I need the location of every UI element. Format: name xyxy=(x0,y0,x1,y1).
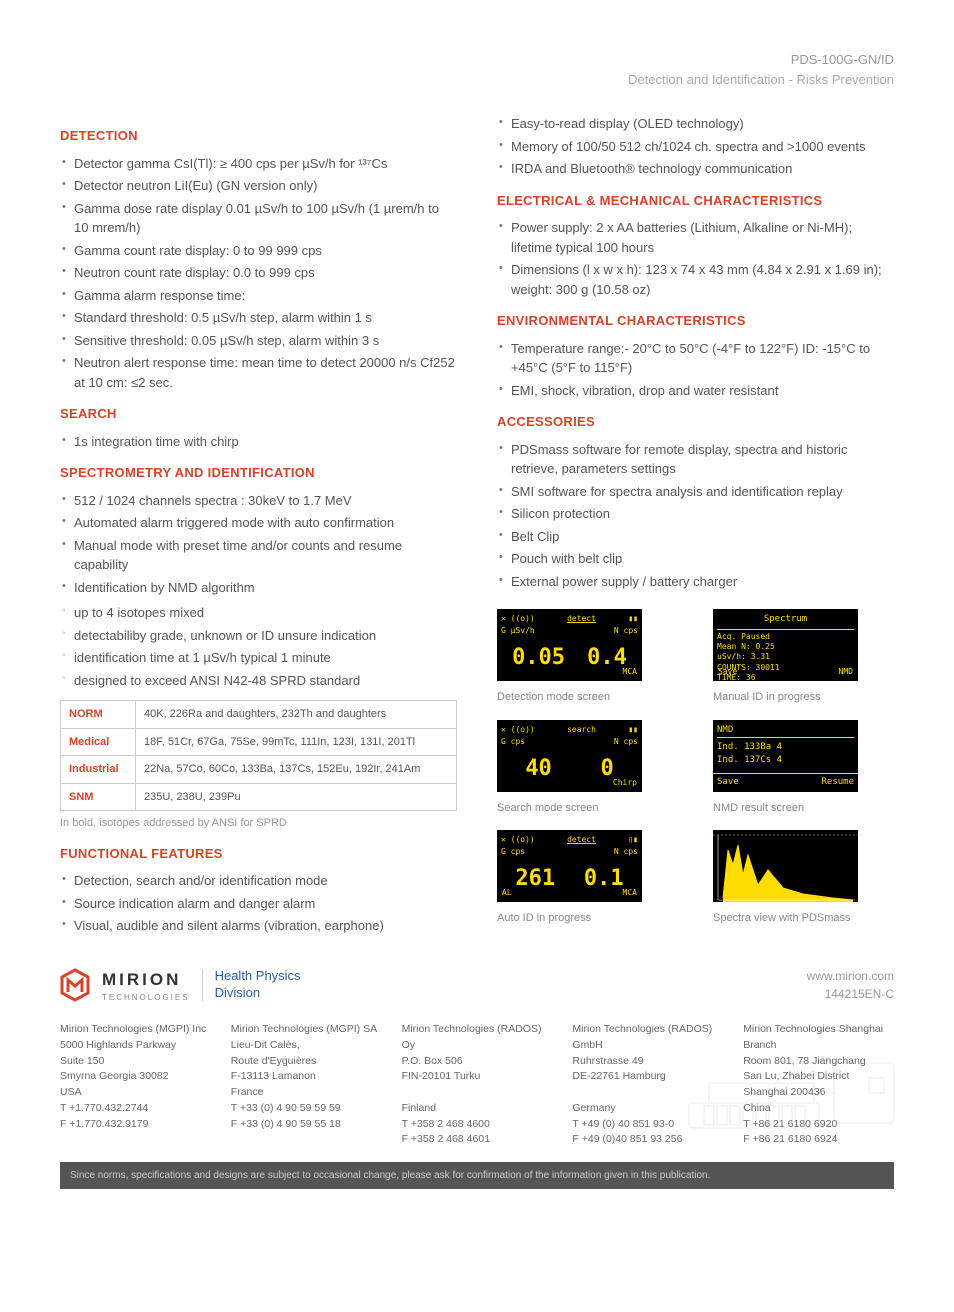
table-note: In bold, isotopes addressed by ANSI for … xyxy=(60,815,457,832)
list-item: EMI, shock, vibration, drop and water re… xyxy=(497,381,894,401)
oled-screens: ✕ ((o))detect▮▮ G µSv/hN cps 0.050.4 MCA… xyxy=(497,609,894,933)
list-item: PDSmass software for remote display, spe… xyxy=(497,440,894,479)
list-item: 1s integration time with chirp xyxy=(60,432,457,452)
list-item: SMI software for spectra analysis and id… xyxy=(497,482,894,502)
list-item: Source indication alarm and danger alarm xyxy=(60,894,457,914)
right-column: Easy-to-read display (OLED technology) M… xyxy=(497,114,894,942)
screen-detect: ✕ ((o))detect▮▮ G µSv/hN cps 0.050.4 MCA xyxy=(497,609,642,681)
disclaimer: Since norms, specifications and designs … xyxy=(60,1162,894,1189)
cat-cell: Industrial xyxy=(61,756,136,784)
list-item: Detector neutron LiI(Eu) (GN version onl… xyxy=(60,176,457,196)
office: Mirion Technologies (MGPI) SA Lieu-Dit C… xyxy=(231,1022,382,1148)
url: www.mirion.com xyxy=(807,967,894,985)
brand-name: MIRION xyxy=(102,967,190,993)
footer-links: www.mirion.com 144215EN-C xyxy=(807,967,894,1003)
list-item: Detector gamma CsI(Tl): ≥ 400 cps per µS… xyxy=(60,154,457,174)
cat-cell: Medical xyxy=(61,728,136,756)
brand-sub: TECHNOLOGIES xyxy=(102,992,190,1004)
list-item: Dimensions (l x w x h): 123 x 74 x 43 mm… xyxy=(497,260,894,299)
screen-manualid: Spectrum Acq. Paused Mean N: 0.25 uSv/h:… xyxy=(713,609,858,681)
doc-header: PDS-100G-GN/ID Detection and Identificat… xyxy=(60,50,894,89)
list-item: 512 / 1024 channels spectra : 30keV to 1… xyxy=(60,491,457,511)
list-item: External power supply / battery charger xyxy=(497,572,894,592)
acc-heading: ACCESSORIES xyxy=(497,412,894,432)
list-item: Gamma alarm response time: xyxy=(60,286,457,306)
func-cont-list: Easy-to-read display (OLED technology) M… xyxy=(497,114,894,179)
detection-heading: DETECTION xyxy=(60,126,457,146)
list-item: Manual mode with preset time and/or coun… xyxy=(60,536,457,575)
cat-cell: NORM xyxy=(61,701,136,729)
list-item: Neutron count rate display: 0.0 to 999 c… xyxy=(60,263,457,283)
list-item: Visual, audible and silent alarms (vibra… xyxy=(60,916,457,936)
table-row: NORM40K, 226Ra and daughters, 232Th and … xyxy=(61,701,457,729)
env-heading: ENVIRONMENTAL CHARACTERISTICS xyxy=(497,311,894,331)
env-list: Temperature range:- 20°C to 50°C (-4°F t… xyxy=(497,339,894,401)
screen-caption: Detection mode screen xyxy=(497,689,678,706)
list-item: Automated alarm triggered mode with auto… xyxy=(60,513,457,533)
spectro-sublist: up to 4 isotopes mixed detectabiliby gra… xyxy=(60,603,457,690)
list-item: Standard threshold: 0.5 µSv/h step, alar… xyxy=(60,308,457,328)
list-item: Detection, search and/or identification … xyxy=(60,871,457,891)
val-cell: 18F, 51Cr, 67Ga, 75Se, 99mTc, 111In, 123… xyxy=(136,728,457,756)
list-item: Gamma dose rate display 0.01 µSv/h to 10… xyxy=(60,199,457,238)
screen-search: ✕ ((o))search▮▮ G cpsN cps 400 Chirp xyxy=(497,720,642,792)
screen-nmd: NMD Ind. 133Ba 4 Ind. 137Cs 4 SaveResume xyxy=(713,720,858,792)
elec-list: Power supply: 2 x AA batteries (Lithium,… xyxy=(497,218,894,299)
list-item: detectabiliby grade, unknown or ID unsur… xyxy=(60,626,457,646)
isotope-table: NORM40K, 226Ra and daughters, 232Th and … xyxy=(60,700,457,811)
screen-caption: Spectra view with PDSmass xyxy=(713,910,894,927)
screen-caption: NMD result screen xyxy=(713,800,894,817)
footer: MIRION TECHNOLOGIES Health PhysicsDivisi… xyxy=(60,967,894,1190)
list-item: up to 4 isotopes mixed xyxy=(60,603,457,623)
list-item: Gamma count rate display: 0 to 99 999 cp… xyxy=(60,241,457,261)
acc-list: PDSmass software for remote display, spe… xyxy=(497,440,894,592)
mirion-logo-icon xyxy=(60,968,90,1002)
val-cell: 235U, 238U, 239Pu xyxy=(136,783,457,811)
table-row: Industrial22Na, 57Co, 60Co, 133Ba, 137Cs… xyxy=(61,756,457,784)
office: Mirion Technologies (MGPI) Inc 5000 High… xyxy=(60,1022,211,1148)
left-column: DETECTION Detector gamma CsI(Tl): ≥ 400 … xyxy=(60,114,457,942)
screen-spectra xyxy=(713,830,858,902)
screen-caption: Manual ID in progress xyxy=(713,689,894,706)
spectro-list: 512 / 1024 channels spectra : 30keV to 1… xyxy=(60,491,457,598)
list-item: Belt Clip xyxy=(497,527,894,547)
list-item: Power supply: 2 x AA batteries (Lithium,… xyxy=(497,218,894,257)
division-label: Health PhysicsDivision xyxy=(215,968,301,1002)
ref: 144215EN-C xyxy=(807,985,894,1003)
search-list: 1s integration time with chirp xyxy=(60,432,457,452)
table-row: Medical18F, 51Cr, 67Ga, 75Se, 99mTc, 111… xyxy=(61,728,457,756)
list-item: identification time at 1 µSv/h typical 1… xyxy=(60,648,457,668)
list-item: Sensitive threshold: 0.05 µSv/h step, al… xyxy=(60,331,457,351)
list-item: designed to exceed ANSI N42-48 SPRD stan… xyxy=(60,671,457,691)
detection-list: Detector gamma CsI(Tl): ≥ 400 cps per µS… xyxy=(60,154,457,393)
screen-caption: Auto ID in progress xyxy=(497,910,678,927)
val-cell: 22Na, 57Co, 60Co, 133Ba, 137Cs, 152Eu, 1… xyxy=(136,756,457,784)
brand-block: MIRION TECHNOLOGIES Health PhysicsDivisi… xyxy=(60,967,301,1005)
elec-heading: ELECTRICAL & MECHANICAL CHARACTERISTICS xyxy=(497,191,894,211)
list-item: Temperature range:- 20°C to 50°C (-4°F t… xyxy=(497,339,894,378)
screen-autoid: ✕ ((o))detect▯▮ G cpsN cps 2610.1 AL MCA xyxy=(497,830,642,902)
list-item: Identification by NMD algorithm xyxy=(60,578,457,598)
model-number: PDS-100G-GN/ID xyxy=(60,50,894,70)
val-cell: 40K, 226Ra and daughters, 232Th and daug… xyxy=(136,701,457,729)
office: Mirion Technologies (RADOS) GmbH Ruhrstr… xyxy=(572,1022,723,1148)
tagline: Detection and Identification - Risks Pre… xyxy=(60,70,894,90)
list-item: Silicon protection xyxy=(497,504,894,524)
spectro-heading: SPECTROMETRY AND IDENTIFICATION xyxy=(60,463,457,483)
func-heading: FUNCTIONAL FEATURES xyxy=(60,844,457,864)
screen-caption: Search mode screen xyxy=(497,800,678,817)
func-list: Detection, search and/or identification … xyxy=(60,871,457,936)
table-row: SNM235U, 238U, 239Pu xyxy=(61,783,457,811)
list-item: Neutron alert response time: mean time t… xyxy=(60,353,457,392)
list-item: Pouch with belt clip xyxy=(497,549,894,569)
cat-cell: SNM xyxy=(61,783,136,811)
offices-row: Mirion Technologies (MGPI) Inc 5000 High… xyxy=(60,1022,894,1148)
list-item: Easy-to-read display (OLED technology) xyxy=(497,114,894,134)
list-item: Memory of 100/50 512 ch/1024 ch. spectra… xyxy=(497,137,894,157)
search-heading: SEARCH xyxy=(60,404,457,424)
office: Mirion Technologies (RADOS) Oy P.O. Box … xyxy=(402,1022,553,1148)
list-item: IRDA and Bluetooth® technology communica… xyxy=(497,159,894,179)
office: Mirion Technologies Shanghai Branch Room… xyxy=(743,1022,894,1148)
